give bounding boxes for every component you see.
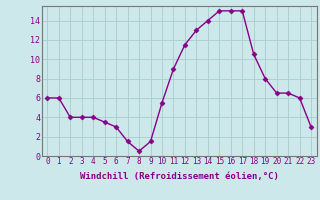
- X-axis label: Windchill (Refroidissement éolien,°C): Windchill (Refroidissement éolien,°C): [80, 172, 279, 181]
